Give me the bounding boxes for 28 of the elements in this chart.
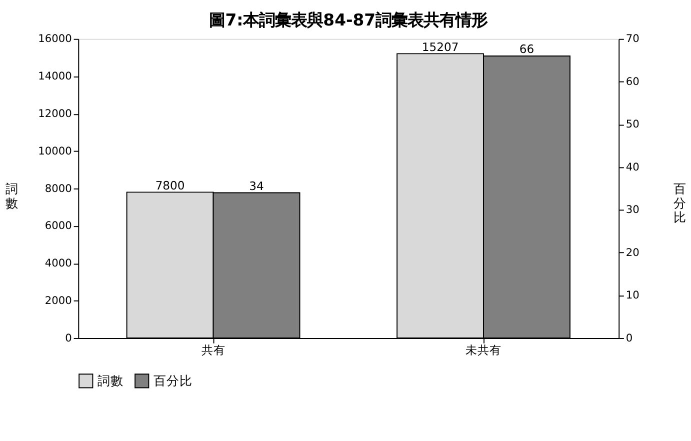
y2-tick-label: 70 xyxy=(626,32,640,46)
y-tick-label: 2000 xyxy=(44,294,72,308)
y-tick-label: 0 xyxy=(65,331,72,344)
y-axis-title: 詞數 xyxy=(6,180,19,210)
y2-tick-label: 50 xyxy=(626,118,640,131)
data-label: 34 xyxy=(249,178,264,193)
y2-tick-label: 20 xyxy=(626,246,640,259)
legend-label: 百分比 xyxy=(153,372,192,388)
data-label: 7800 xyxy=(155,178,185,192)
chart-title: 圖7:本詞彙表與84-87詞彙表共有情形 xyxy=(209,10,488,30)
y2-tick-label: 40 xyxy=(626,160,640,174)
y2-tick-label: 30 xyxy=(626,203,640,216)
y-tick-label: 16000 xyxy=(38,32,72,46)
y2-axis-title: 百分比 xyxy=(673,180,686,225)
data-label: 15207 xyxy=(422,40,459,54)
x-tick-label: 共有 xyxy=(201,342,226,357)
y-tick-label: 10000 xyxy=(38,144,72,158)
y2-tick-label: 0 xyxy=(626,331,633,344)
x-tick-label: 未共有 xyxy=(466,342,502,357)
y-tick-label: 12000 xyxy=(38,107,72,120)
y-tick-label: 8000 xyxy=(44,182,72,195)
legend-label: 詞數 xyxy=(97,372,124,388)
y-tick-label: 6000 xyxy=(44,219,72,232)
data-label: 66 xyxy=(519,42,534,56)
y-tick-label: 14000 xyxy=(38,70,72,83)
y2-tick-label: 60 xyxy=(626,74,640,88)
y-tick-label: 4000 xyxy=(44,256,72,270)
y2-tick-label: 10 xyxy=(626,288,640,302)
